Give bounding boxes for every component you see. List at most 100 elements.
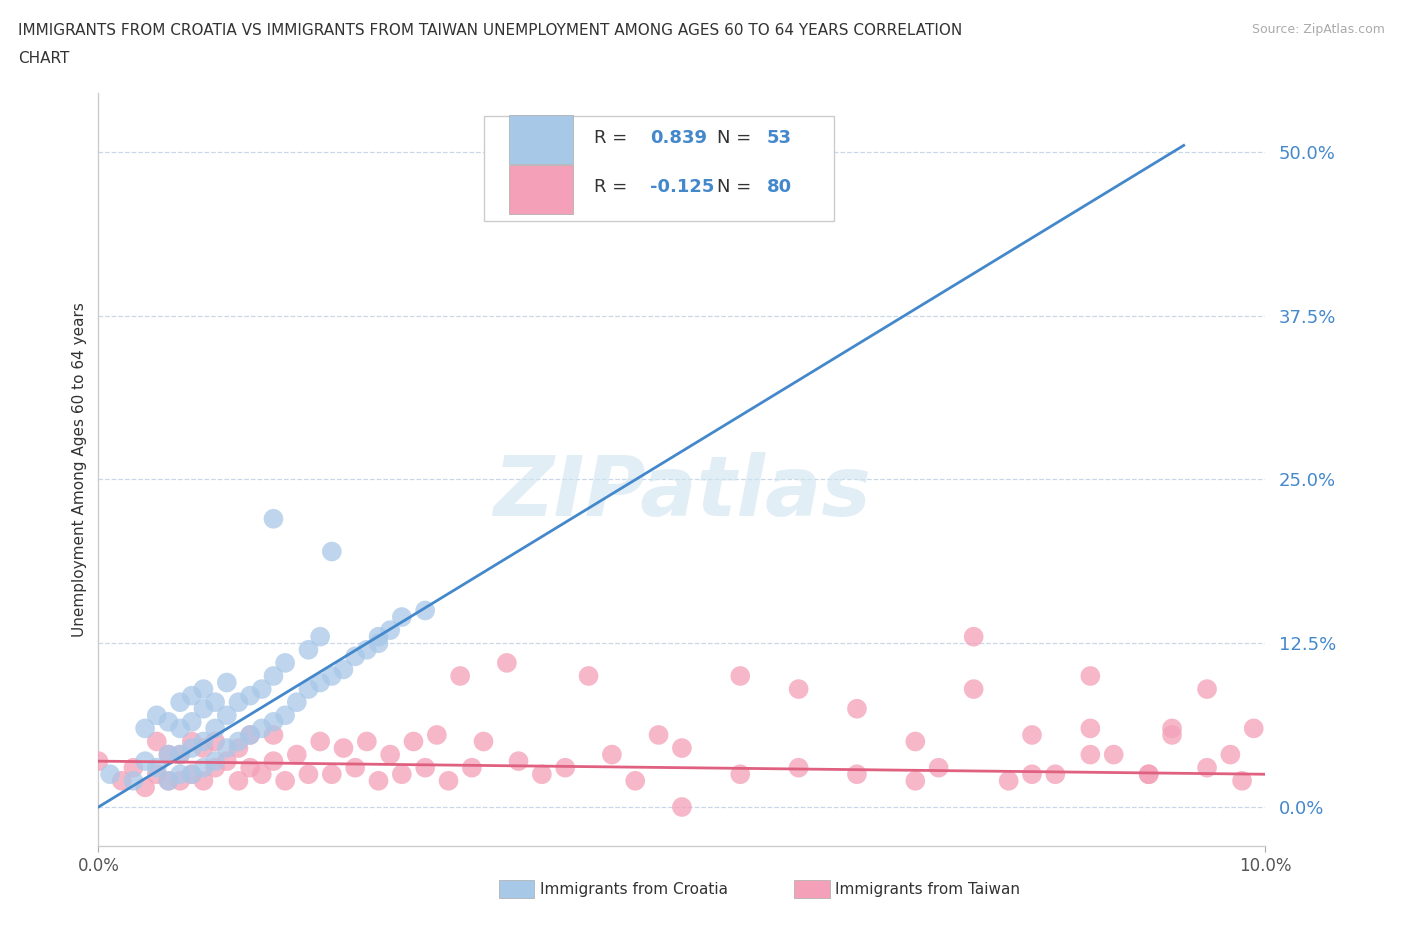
Point: [180, 734, 202, 749]
Point: [180, 767, 202, 782]
Point: [904, 774, 927, 789]
Point: [228, 695, 250, 710]
Point: [554, 760, 576, 775]
Point: [321, 767, 343, 782]
Point: [787, 760, 810, 775]
Point: [111, 774, 134, 789]
Point: [250, 767, 273, 782]
Point: [215, 675, 238, 690]
Text: Immigrants from Croatia: Immigrants from Croatia: [540, 882, 728, 897]
Point: [391, 767, 413, 782]
Point: [250, 721, 273, 736]
Point: [204, 734, 226, 749]
Point: [157, 747, 180, 762]
Point: [1021, 767, 1043, 782]
Text: 53: 53: [768, 128, 792, 147]
Point: [344, 649, 367, 664]
Point: [1243, 721, 1265, 736]
Point: [1137, 767, 1160, 782]
Point: [321, 544, 343, 559]
Point: [204, 695, 226, 710]
Text: 80: 80: [768, 179, 792, 196]
Point: [1195, 760, 1218, 775]
Point: [204, 721, 226, 736]
Point: [134, 753, 156, 768]
Point: [530, 767, 553, 782]
Point: [285, 747, 308, 762]
Point: [146, 767, 169, 782]
Point: [1080, 669, 1102, 684]
Point: [180, 714, 202, 729]
FancyBboxPatch shape: [509, 165, 574, 214]
Point: [180, 688, 202, 703]
Point: [496, 656, 519, 671]
Point: [250, 682, 273, 697]
Text: 0.839: 0.839: [651, 128, 707, 147]
Point: [962, 682, 984, 697]
Point: [297, 682, 319, 697]
Point: [193, 682, 215, 697]
Point: [134, 721, 156, 736]
Point: [321, 669, 343, 684]
Point: [169, 695, 191, 710]
Point: [169, 721, 191, 736]
Point: [309, 734, 332, 749]
Point: [578, 669, 600, 684]
Point: [600, 747, 623, 762]
Point: [508, 753, 530, 768]
Point: [204, 760, 226, 775]
Point: [472, 734, 495, 749]
Point: [262, 669, 284, 684]
Point: [215, 753, 238, 768]
Text: N =: N =: [717, 128, 756, 147]
Text: IMMIGRANTS FROM CROATIA VS IMMIGRANTS FROM TAIWAN UNEMPLOYMENT AMONG AGES 60 TO : IMMIGRANTS FROM CROATIA VS IMMIGRANTS FR…: [18, 23, 963, 38]
Text: R =: R =: [595, 179, 633, 196]
Point: [169, 747, 191, 762]
Point: [215, 740, 238, 755]
Point: [169, 767, 191, 782]
Point: [391, 609, 413, 624]
Point: [367, 630, 389, 644]
Point: [146, 734, 169, 749]
Point: [297, 643, 319, 658]
Point: [1230, 774, 1253, 789]
Point: [169, 774, 191, 789]
Point: [262, 512, 284, 526]
Point: [87, 753, 110, 768]
Point: [297, 767, 319, 782]
Point: [1080, 747, 1102, 762]
Point: [624, 774, 647, 789]
FancyBboxPatch shape: [484, 115, 834, 221]
Point: [193, 760, 215, 775]
Point: [274, 774, 297, 789]
Point: [356, 734, 378, 749]
Point: [193, 740, 215, 755]
Point: [193, 701, 215, 716]
Point: [239, 760, 262, 775]
Point: [402, 734, 425, 749]
Point: [309, 675, 332, 690]
Point: [437, 774, 460, 789]
Point: [157, 747, 180, 762]
Point: [846, 767, 869, 782]
Point: [228, 734, 250, 749]
Point: [157, 774, 180, 789]
Point: [239, 688, 262, 703]
Text: Immigrants from Taiwan: Immigrants from Taiwan: [835, 882, 1021, 897]
Point: [309, 630, 332, 644]
Point: [367, 636, 389, 651]
Point: [262, 714, 284, 729]
Point: [1161, 721, 1184, 736]
Point: [367, 774, 389, 789]
Point: [228, 740, 250, 755]
Point: [1045, 767, 1067, 782]
Text: CHART: CHART: [18, 51, 70, 66]
Point: [787, 682, 810, 697]
Point: [146, 760, 169, 775]
Text: R =: R =: [595, 128, 633, 147]
Point: [1137, 767, 1160, 782]
Point: [122, 760, 145, 775]
Point: [1021, 727, 1043, 742]
FancyBboxPatch shape: [509, 115, 574, 164]
Point: [461, 760, 484, 775]
